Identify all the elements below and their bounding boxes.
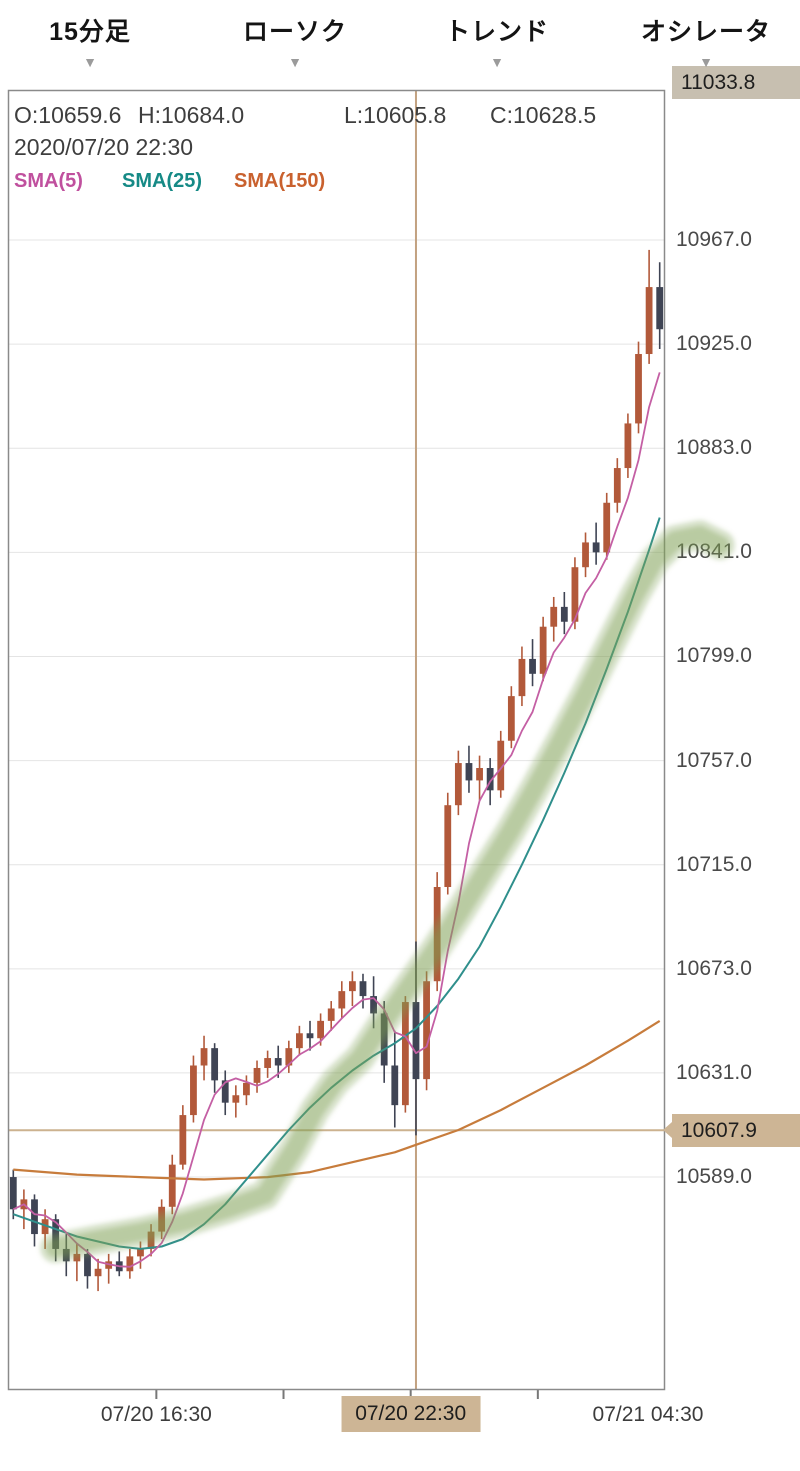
menu-timeframe-label: 15分足 — [49, 18, 131, 46]
y-axis-label: 10589.0 — [676, 1165, 752, 1189]
candlestick-chart-canvas[interactable] — [7, 89, 666, 1402]
sma25-line — [12, 517, 661, 1250]
menu-item-candle-type[interactable]: ローソク ▼ — [243, 12, 347, 69]
menu-oscillator-label: オシレータ — [640, 18, 772, 46]
y-axis-label: 10715.0 — [676, 852, 752, 876]
price-chart[interactable]: O:10659.6 H:10684.0 L:10605.8 C:10628.5 … — [7, 89, 666, 1402]
chevron-down-icon: ▼ — [288, 54, 302, 70]
y-axis-label: 10631.0 — [676, 1060, 752, 1084]
x-axis-label: 07/20 16:30 — [100, 1403, 212, 1426]
chevron-down-icon: ▼ — [490, 54, 504, 70]
menu-item-timeframe[interactable]: 15分足 ▼ — [49, 12, 131, 69]
chevron-down-icon: ▼ — [83, 54, 97, 70]
sma150-line — [13, 1019, 661, 1181]
x-axis-label: 07/21 04:30 — [592, 1403, 704, 1426]
x-axis-label-selected: 07/20 22:30 — [341, 1396, 481, 1432]
y-axis-label: 10883.0 — [676, 436, 752, 460]
toolbar: 15分足 ▼ ローソク ▼ トレンド ▼ オシレータ ▼ — [0, 0, 800, 88]
y-axis-label: 10925.0 — [676, 332, 752, 356]
y-axis-label: 10673.0 — [676, 956, 752, 980]
gridlines — [8, 239, 665, 1178]
menu-candle-type-label: ローソク — [242, 18, 348, 46]
menu-item-trend[interactable]: トレンド ▼ — [445, 12, 549, 69]
time-axis: 07/20 16:30 07/20 22:30 07/21 04:30 — [0, 1396, 800, 1436]
chart-border — [7, 89, 666, 1391]
y-axis-label: 10841.0 — [676, 540, 752, 564]
y-axis-label: 10799.0 — [676, 644, 752, 668]
chevron-down-icon: ▼ — [699, 54, 713, 70]
y-axis-label: 10757.0 — [676, 748, 752, 772]
current-price-tag: 10607.9 — [663, 1114, 800, 1148]
menu-item-oscillator[interactable]: オシレータ ▼ — [641, 12, 771, 69]
sma5-line — [12, 372, 661, 1268]
y-axis-label: 10967.0 — [676, 227, 752, 251]
menu-trend-label: トレンド — [444, 18, 550, 46]
